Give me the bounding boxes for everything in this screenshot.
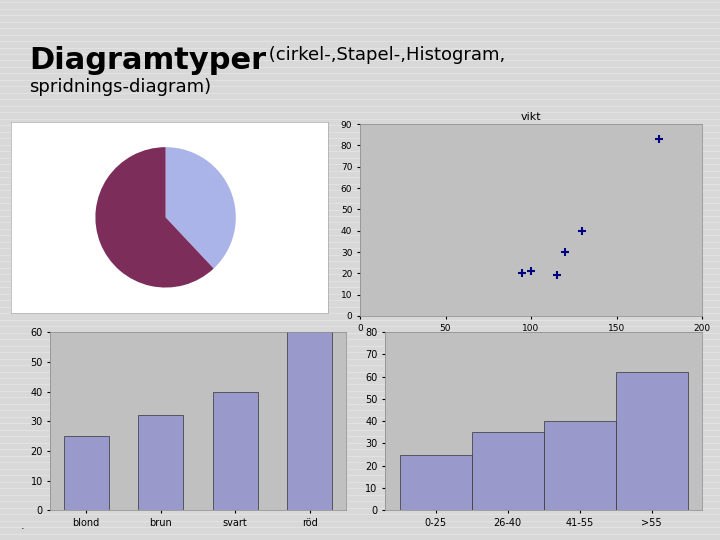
Point	[526, 267, 537, 275]
Bar	[64, 436, 109, 510]
Text: ·: ·	[21, 524, 24, 534]
Bar	[400, 455, 472, 510]
Point	[559, 248, 571, 256]
Point	[551, 271, 562, 280]
Bar	[544, 421, 616, 510]
Wedge shape	[166, 147, 235, 268]
Wedge shape	[96, 147, 214, 287]
Bar	[472, 433, 544, 510]
Bar	[138, 415, 183, 510]
Bar	[287, 267, 332, 510]
Point	[577, 226, 588, 235]
Text: (cirkel-,Stapel-,Histogram,: (cirkel-,Stapel-,Histogram,	[263, 46, 505, 64]
Bar	[616, 372, 688, 510]
Point	[517, 269, 528, 278]
Point	[654, 135, 665, 144]
Text: Diagramtyper: Diagramtyper	[29, 46, 266, 75]
Text: spridnings-diagram): spridnings-diagram)	[29, 78, 211, 96]
Bar	[213, 392, 258, 510]
Title: vikt: vikt	[521, 112, 541, 122]
